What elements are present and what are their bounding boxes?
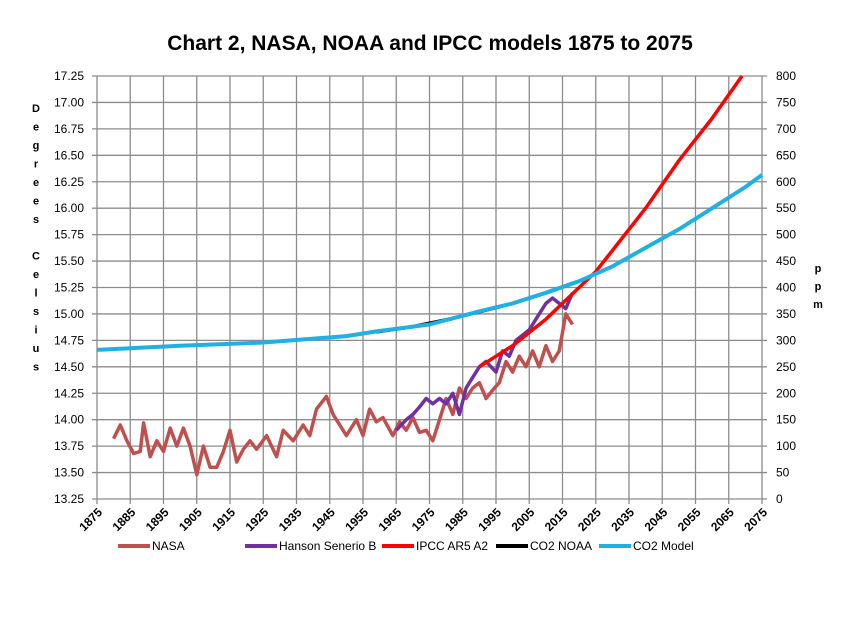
- y-tick-label: 16.75: [54, 122, 84, 136]
- legend: NASA Hanson Senerio B IPCC AR5 A2 CO2 NOAA C…: [118, 539, 694, 553]
- y-tick-label: 15.00: [54, 307, 84, 321]
- x-tick-label: 2045: [642, 505, 671, 534]
- y-tick-label: 17.00: [54, 95, 84, 109]
- y2-tick-label: 550: [776, 201, 796, 215]
- y-axis-label-letter: e: [33, 122, 39, 134]
- x-tick-label: 1915: [209, 505, 238, 534]
- x-tick-label: 1965: [376, 505, 405, 534]
- y2-tick-label: 650: [776, 148, 796, 162]
- x-tick-label: 2015: [542, 505, 571, 534]
- x-tick-label: 2055: [675, 505, 704, 534]
- series-line-nasa: [112, 312, 574, 477]
- y-tick-label: 14.25: [54, 386, 84, 400]
- x-tick-label: 1935: [276, 505, 305, 534]
- y2-tick-label: 700: [776, 122, 796, 136]
- x-tick-label: 1895: [143, 505, 172, 534]
- x-tick-label: 1955: [342, 505, 371, 534]
- x-tick-label: 1995: [475, 505, 504, 534]
- y2-tick-label: 250: [776, 360, 796, 374]
- y-tick-label: 15.25: [54, 281, 84, 295]
- y-tick-label: 16.25: [54, 175, 84, 189]
- y2-axis-label-letter: m: [813, 299, 823, 311]
- y2-tick-label: 800: [776, 69, 796, 83]
- y2-tick-label: 350: [776, 307, 796, 321]
- legend-item: NASA: [118, 539, 185, 553]
- series-lines: [96, 74, 764, 477]
- y-tick-label: 14.75: [54, 333, 84, 347]
- y-axis-label-letter: e: [33, 196, 39, 208]
- x-tick-label: 2005: [509, 505, 538, 534]
- y-tick-label: 13.50: [54, 466, 84, 480]
- legend-label: CO2 Model: [633, 539, 694, 553]
- y2-tick-label: 400: [776, 281, 796, 295]
- series-line-ipcc-ar5-a2: [478, 74, 744, 369]
- legend-item: CO2 Model: [599, 539, 694, 553]
- axes: 1875 1885 1895 1905 1915 1925 1935 1945 1955 1965…: [32, 69, 823, 534]
- x-tick-label: 2025: [575, 505, 604, 534]
- y-axis-label-letter: C: [32, 251, 40, 263]
- y-axis-label-letter: s: [33, 306, 39, 318]
- y-tick-label: 16.50: [54, 148, 84, 162]
- y-tick-label: 15.75: [54, 228, 84, 242]
- y2-tick-label: 450: [776, 254, 796, 268]
- series-line-co2-model: [96, 173, 764, 352]
- y-axis-label-letter: l: [34, 288, 37, 300]
- x-tick-label: 1985: [442, 505, 471, 534]
- y-axis-label-letter: u: [33, 343, 40, 355]
- y-axis-label-letter: i: [34, 325, 37, 337]
- legend-label: Hanson Senerio B: [279, 539, 376, 553]
- y-axis-label-letter: s: [33, 362, 39, 374]
- y-tick-label: 13.75: [54, 439, 84, 453]
- y2-tick-label: 750: [776, 95, 796, 109]
- y-tick-label: 15.50: [54, 254, 84, 268]
- y-axis-label-letter: r: [34, 159, 39, 171]
- legend-item: CO2 NOAA: [496, 539, 592, 553]
- y-tick-label: 14.00: [54, 413, 84, 427]
- x-tick-label: 1875: [76, 505, 105, 534]
- y-axis-label-letter: s: [33, 214, 39, 226]
- x-tick-label: 1945: [309, 505, 338, 534]
- x-tick-label: 2075: [741, 505, 770, 534]
- y2-tick-label: 200: [776, 386, 796, 400]
- y2-tick-label: 600: [776, 175, 796, 189]
- y-tick-label: 16.00: [54, 201, 84, 215]
- x-tick-label: 2065: [708, 505, 737, 534]
- y2-tick-label: 50: [776, 466, 790, 480]
- legend-item: IPCC AR5 A2: [382, 539, 488, 553]
- y2-tick-label: 0: [776, 492, 783, 506]
- legend-label: CO2 NOAA: [530, 539, 592, 553]
- chart-title: Chart 2, NASA, NOAA and IPCC models 1875…: [167, 32, 693, 55]
- x-tick-label: 1975: [409, 505, 438, 534]
- grid: [92, 75, 767, 504]
- y-tick-label: 14.50: [54, 360, 84, 374]
- y-axis-label-letter: e: [33, 269, 39, 281]
- y-axis-label-letter: D: [32, 103, 40, 115]
- x-tick-label: 1925: [243, 505, 272, 534]
- y2-tick-label: 300: [776, 333, 796, 347]
- y2-axis-label-letter: p: [815, 263, 822, 275]
- x-tick-label: 1885: [110, 505, 139, 534]
- y-axis-label-letter: g: [33, 140, 40, 152]
- y2-axis-label-letter: p: [815, 281, 822, 293]
- y2-tick-label: 100: [776, 439, 796, 453]
- x-tick-label: 1905: [176, 505, 205, 534]
- y-axis-label-letter: e: [33, 177, 39, 189]
- y2-tick-label: 500: [776, 228, 796, 242]
- x-tick-label: 2035: [608, 505, 637, 534]
- y-tick-label: 17.25: [54, 69, 84, 83]
- y2-tick-label: 150: [776, 413, 796, 427]
- legend-label: IPCC AR5 A2: [416, 539, 488, 553]
- legend-item: Hanson Senerio B: [245, 539, 376, 553]
- legend-label: NASA: [152, 539, 185, 553]
- y-tick-label: 13.25: [54, 492, 84, 506]
